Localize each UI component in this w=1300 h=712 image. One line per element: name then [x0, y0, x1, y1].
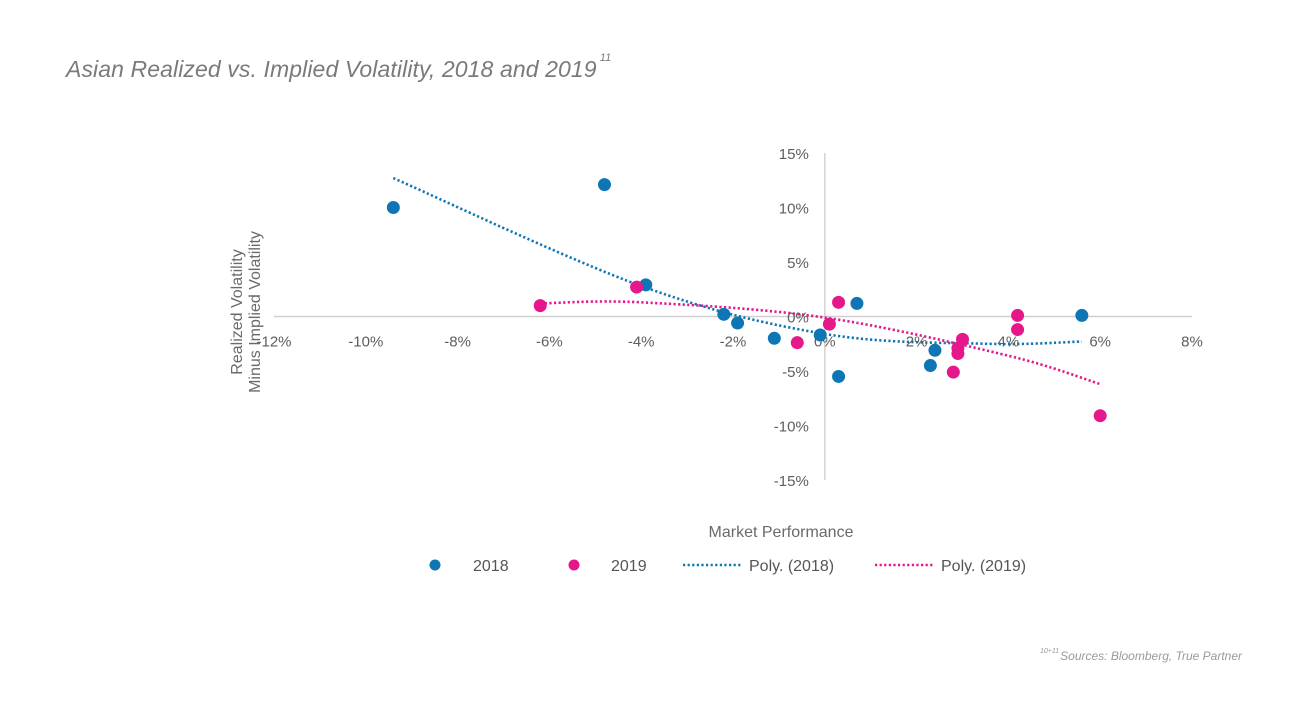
x-tick-label: -12%	[256, 334, 291, 351]
legend-label-2018: 2018	[473, 558, 509, 575]
data-point-2018	[923, 359, 937, 373]
data-point-2018	[1075, 308, 1089, 322]
data-point-2018	[813, 328, 827, 342]
x-tick-label: 2%	[906, 334, 928, 351]
data-point-2018	[767, 331, 781, 345]
y-tick-label: 15%	[779, 146, 809, 163]
data-point-2019	[1011, 308, 1025, 322]
x-tick-label: 6%	[1089, 334, 1111, 351]
x-tick-label: -6%	[536, 334, 563, 351]
data-point-2018	[832, 369, 846, 383]
x-tick-label: -8%	[444, 334, 471, 351]
x-tick-labels: -12% -10% -8% -6% -4% -2% 0% 2% 4% 6% 8%	[256, 334, 1202, 351]
y-axis-title: Realized Volatility Minus Implied Volati…	[229, 231, 264, 393]
data-point-2018	[717, 307, 731, 321]
x-tick-label: -2%	[720, 334, 747, 351]
legend-label-poly-2018: Poly. (2018)	[749, 558, 834, 575]
page-title: Asian Realized vs. Implied Volatility, 2…	[66, 52, 611, 83]
y-axis-title-line-2: Minus Implied Volatility	[247, 231, 264, 393]
data-point-2018	[731, 316, 745, 330]
trendline-poly-2018	[392, 176, 1082, 346]
x-tick-label: -10%	[348, 334, 383, 351]
data-point-2019	[956, 332, 969, 346]
y-tick-label: -10%	[774, 419, 809, 436]
x-tick-label: 4%	[998, 334, 1020, 351]
y-tick-labels: 15% 10% 5% 0% -5% -10% -15%	[774, 146, 809, 490]
x-tick-label: -4%	[628, 334, 655, 351]
data-point-2019	[946, 365, 960, 379]
data-point-2019	[822, 317, 836, 331]
data-point-2018	[928, 343, 942, 357]
y-tick-label: -15%	[774, 473, 809, 490]
y-tick-label: 10%	[779, 201, 809, 218]
data-point-2018	[386, 201, 400, 214]
y-tick-label: 5%	[787, 255, 809, 272]
data-point-2019	[1011, 323, 1025, 337]
chart-legend: 2018 2019 Poly. (2018) Poly. (2019)	[429, 558, 1026, 575]
data-point-2019	[1093, 409, 1107, 423]
y-tick-label: 0%	[787, 310, 809, 327]
data-point-2019	[832, 295, 846, 309]
data-point-2019	[790, 336, 804, 350]
chart-trendlines	[392, 176, 1101, 386]
data-point-2019	[630, 280, 644, 294]
legend-label-poly-2019: Poly. (2019)	[941, 558, 1026, 575]
chart-points	[386, 178, 1107, 423]
chart-axes	[274, 153, 1192, 480]
x-axis-title: Market Performance	[709, 524, 854, 541]
legend-marker-2019	[568, 559, 580, 571]
title-text: Asian Realized vs. Implied Volatility, 2…	[66, 56, 597, 82]
data-point-2018	[597, 178, 611, 192]
legend-label-2019: 2019	[611, 558, 647, 575]
title-superscript: 11	[599, 52, 612, 64]
y-axis-title-line-1: Realized Volatility	[229, 249, 246, 374]
source-note-superscript: 10+11	[1040, 648, 1060, 655]
y-tick-label: -5%	[782, 364, 809, 381]
x-tick-label: 8%	[1181, 334, 1203, 351]
trendline-poly-2019	[540, 300, 1101, 386]
legend-marker-2018	[429, 559, 441, 571]
data-point-2018	[850, 296, 864, 310]
data-point-2019	[533, 299, 547, 313]
source-note-text: Sources: Bloomberg, True Partner	[1060, 649, 1242, 663]
source-note: 10+11Sources: Bloomberg, True Partner	[1040, 648, 1242, 663]
